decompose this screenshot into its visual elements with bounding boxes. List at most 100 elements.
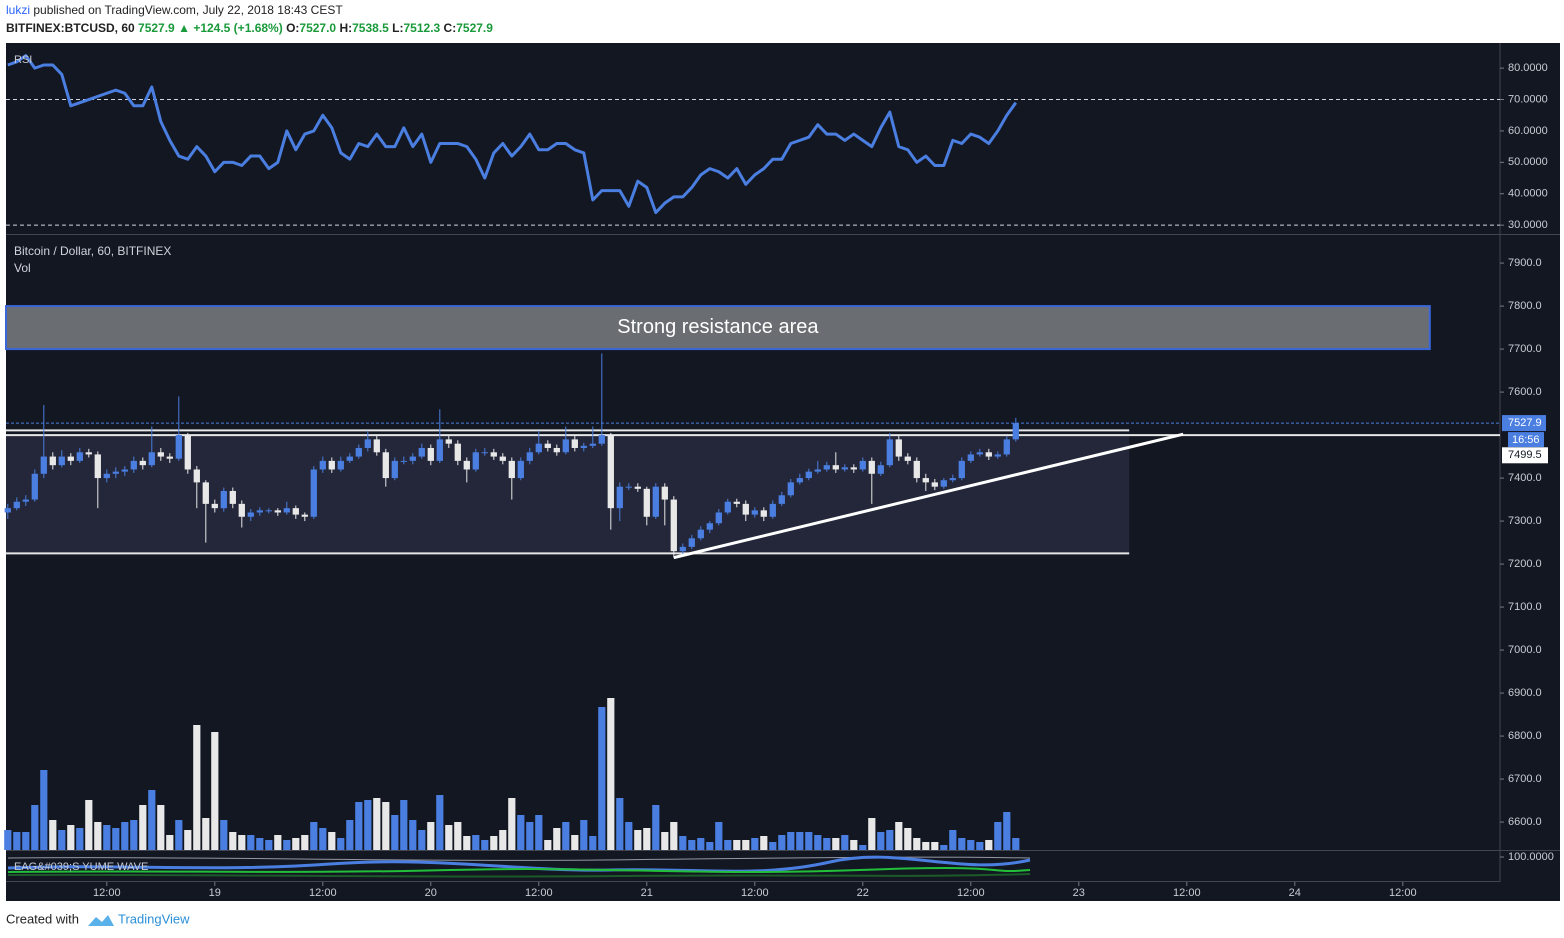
volume-bar [463,836,471,850]
candle-body [337,460,344,470]
volume-bar [256,838,264,850]
candle-body [229,490,236,504]
y-tick-label: 7100.0 [1508,601,1542,613]
volume-bar [562,822,570,850]
author[interactable]: lukzi [6,3,30,17]
volume-bar [112,828,120,850]
last: 7527.9 [138,21,175,35]
volume-bar [310,822,318,850]
y-tick-label: 7700.0 [1508,343,1542,355]
volume-bar [508,798,516,850]
volume-bar [571,835,579,850]
volume-bar [733,840,741,850]
candle-body [454,443,461,461]
candle-body [184,435,191,470]
y-tick-label: 7000.0 [1508,644,1542,656]
volume-bar [886,830,894,850]
volume-bar [436,795,444,850]
volume-bar [850,840,858,850]
rsi-line [7,54,1018,215]
candle-body [373,439,380,453]
header-line: lukzi published on TradingView.com, July… [6,3,343,17]
candle-body [427,447,434,461]
candle-body [202,482,209,504]
candle-body [571,439,578,448]
candle-body [742,503,749,515]
footer-brand[interactable]: TradingView [118,911,190,926]
candle-body [769,503,776,517]
candle-body [706,523,713,530]
x-tick-label: 12:00 [957,887,985,899]
volume-bar [958,838,966,850]
x-tick-label: 12:00 [525,887,553,899]
volume-bar [634,830,642,850]
candle-body [850,467,857,470]
candle-body [778,495,785,504]
y-tick-label: 7800.0 [1508,300,1542,312]
volume-bar [517,815,525,850]
candle-body [211,503,218,509]
volume-bar [580,820,588,850]
volume-bar [499,830,507,850]
volume-bar [715,822,723,850]
candle-body [724,501,731,513]
candle-body [652,486,659,517]
candle-body [580,445,587,448]
candle-body [886,439,893,466]
volume-bar [121,822,129,850]
volume-bar [985,840,993,850]
candle-body [193,469,200,483]
candle-body [1003,439,1010,455]
candle-body [922,478,929,483]
range-box [6,435,1130,554]
x-tick-label: 12:00 [93,887,121,899]
candle-body [1012,423,1019,440]
high-label: H: [339,21,352,35]
last-price-label: 7527.9 [1508,417,1542,429]
candle-body [76,452,83,461]
x-tick-label: 19 [209,887,221,899]
candle-body [868,460,875,474]
volume-bar [184,830,192,850]
volume-bar [247,835,255,850]
candle-body [787,482,794,496]
y-tick-label: 40.0000 [1508,188,1548,200]
volume-bar [823,838,831,850]
wave-line [7,873,1031,878]
close-label: C: [444,21,457,35]
candle-body [661,486,668,500]
volume-bar [589,836,597,850]
candle-body [823,465,830,470]
volume-bar [211,732,219,850]
symbol: BITFINEX:BTCUSD, 60 [6,21,135,35]
volume-bar [301,835,309,850]
symbol-line: BITFINEX:BTCUSD, 60 7527.9 ▲ +124.5 (+1.… [6,21,493,35]
candle-body [796,478,803,483]
candle-body [265,510,272,512]
level-price-label: 7499.5 [1508,449,1542,461]
y-tick-label: 7900.0 [1508,257,1542,269]
volume-bar [400,800,408,850]
candle-body [499,456,506,461]
volume-bar [526,822,534,850]
volume-bar [760,836,768,850]
candle-body [688,538,695,547]
pane-title: Bitcoin / Dollar, 60, BITFINEX [14,244,171,258]
candle-body [562,439,569,453]
volume-bar [841,835,849,850]
volume-bar [868,818,876,850]
candle-body [310,469,317,517]
candle-body [418,447,425,457]
y-tick-label: 6600.0 [1508,816,1542,828]
candle-body [58,456,65,466]
candle-body [715,512,722,524]
volume-bar [229,832,237,850]
candle-body [616,486,623,509]
candle-body [283,508,290,513]
volume-bar [22,832,30,850]
last-price-box [1502,415,1546,432]
candle-body [949,478,956,481]
candle-body [895,439,902,457]
